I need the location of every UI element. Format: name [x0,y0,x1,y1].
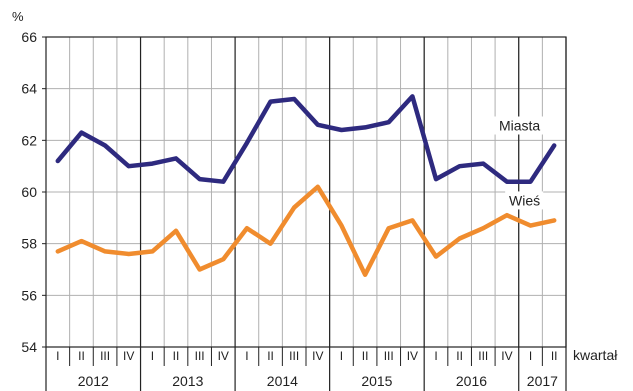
data-point [151,250,154,253]
quarter-label: IV [501,349,512,363]
data-point [411,219,414,222]
quarter-label: II [456,349,463,363]
quarter-label: I [56,349,59,363]
year-label: 2014 [267,373,298,389]
quarter-label: I [529,349,532,363]
quarter-label: I [151,349,154,363]
year-label: 2012 [78,373,109,389]
data-point [127,164,130,168]
data-point [505,214,509,217]
quarter-label: IV [407,349,418,363]
data-point [387,121,390,124]
data-point [245,226,249,230]
grid-lines [45,36,567,348]
data-point [340,224,343,227]
y-axis: % 54 56 58 60 62 64 66 [12,9,46,355]
data-point [458,164,461,168]
data-point [222,180,225,183]
y-tick-label: 58 [21,236,37,252]
data-point [245,141,249,145]
series-label: Wieś [509,192,540,208]
quarter-label: II [78,349,85,363]
data-point [411,95,414,98]
data-point [529,180,532,183]
data-point [387,226,390,230]
quarter-label: IV [312,349,323,363]
year-label: 2013 [172,373,203,389]
data-point [292,97,296,101]
data-point [174,229,178,232]
data-point [198,177,201,181]
quarter-label: III [384,349,394,363]
quarter-label: II [551,349,558,363]
quarter-label: IV [123,349,134,363]
data-point [56,250,60,253]
year-label: 2016 [456,373,487,389]
quarter-label: I [434,349,437,363]
quarter-label: III [478,349,488,363]
data-point [269,242,272,245]
data-point [434,255,438,258]
y-tick-label: 56 [21,287,37,303]
y-unit-label: % [12,9,24,24]
data-point [151,162,154,165]
quarter-label: II [362,349,369,363]
data-point [174,157,178,160]
data-point [529,224,532,227]
data-point [552,219,556,222]
data-point [269,100,272,103]
quarter-label: IV [218,349,229,363]
data-point [316,123,320,127]
quarter-label: II [173,349,180,363]
data-point [56,159,60,163]
y-tick-label: 54 [21,339,37,355]
data-point [292,206,296,209]
data-point [482,162,485,165]
y-tick-label: 64 [21,81,37,97]
data-point [340,128,343,132]
data-point [482,226,485,230]
quarter-label: III [100,349,110,363]
series-labels: Miasta Wieś [489,116,544,210]
quarter-label: III [289,349,299,363]
series-line-2 [55,184,557,277]
series-line-1 [55,94,557,184]
quarter-label: I [245,349,248,363]
quarter-label: I [340,349,343,363]
series-label: Miasta [499,118,540,134]
data-point [80,239,83,243]
data-point [222,257,225,261]
data-point [80,131,83,134]
y-tick-label: 60 [21,184,37,200]
data-point [505,180,509,183]
series-label-bg [489,116,544,135]
year-label: 2017 [527,373,558,389]
series-label-bg [505,191,544,210]
quarter-label: II [267,349,274,363]
data-point [458,237,461,240]
data-point [127,252,130,256]
year-label: 2015 [361,373,392,389]
series-group [55,94,557,277]
data-point [434,177,438,181]
y-tick-label: 66 [21,29,37,45]
y-tick-label: 62 [21,132,37,148]
data-point [552,144,556,147]
data-point [198,268,201,271]
data-point [363,273,367,276]
data-point [363,126,367,129]
data-point [103,144,107,147]
data-point [103,250,107,253]
x-axis-label: kwartał [573,347,618,363]
quarter-label: III [195,349,205,363]
data-point [316,185,320,189]
